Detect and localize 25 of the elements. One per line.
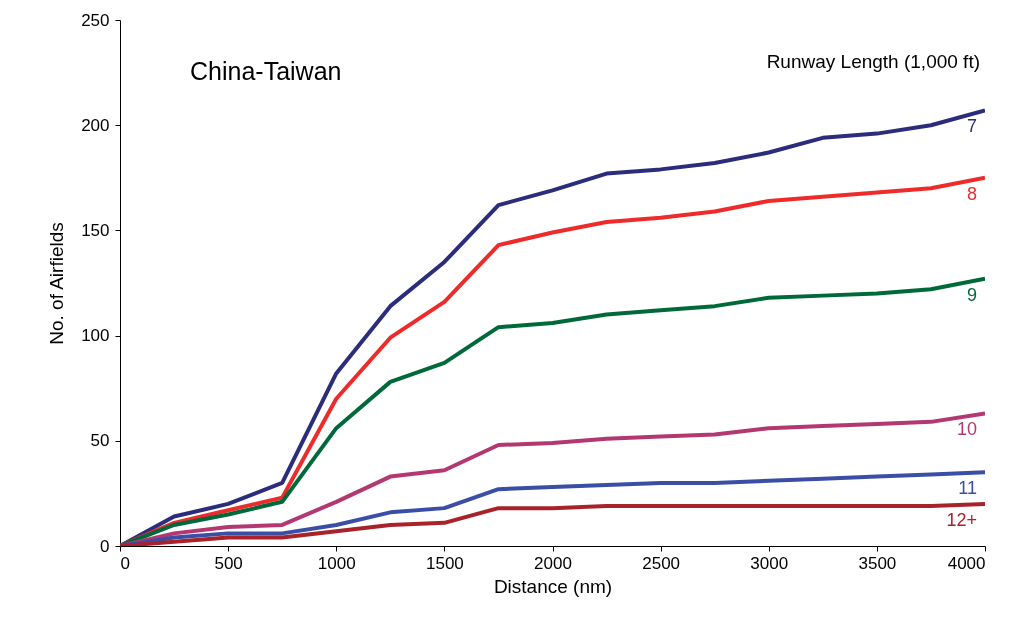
x-tick-label: 0 xyxy=(120,553,130,573)
y-tick-label: 150 xyxy=(81,220,110,240)
series-label: 7 xyxy=(966,116,977,137)
y-tick-label: 50 xyxy=(90,431,110,451)
series-label: 11 xyxy=(958,478,977,499)
x-tick-label: 500 xyxy=(214,553,243,573)
x-tick-label: 1500 xyxy=(425,553,464,573)
x-tick-label: 2500 xyxy=(642,553,681,573)
x-tick-label: 2000 xyxy=(534,553,572,573)
x-tick-label: 1000 xyxy=(317,553,356,573)
y-tick-label: 0 xyxy=(100,536,110,556)
text: China-Taiwan xyxy=(190,57,342,85)
legend-title: Runway Length (1,000 ft) xyxy=(766,51,980,72)
x-axis-title: Distance (nm) xyxy=(493,575,613,597)
series-label: 12+ xyxy=(946,509,977,530)
x-tick-label: 4000 xyxy=(947,553,986,573)
series-label: 9 xyxy=(966,284,977,305)
y-tick-label: 100 xyxy=(81,326,110,346)
y-axis-title: No. of Airfields xyxy=(46,222,68,345)
series-label: 8 xyxy=(966,183,977,204)
y-tick-label: 250 xyxy=(81,10,110,30)
series-label: 10 xyxy=(956,419,977,440)
y-tick-label: 200 xyxy=(81,115,110,135)
x-tick-label: 3500 xyxy=(858,553,897,573)
x-tick-label: 3000 xyxy=(750,553,789,573)
